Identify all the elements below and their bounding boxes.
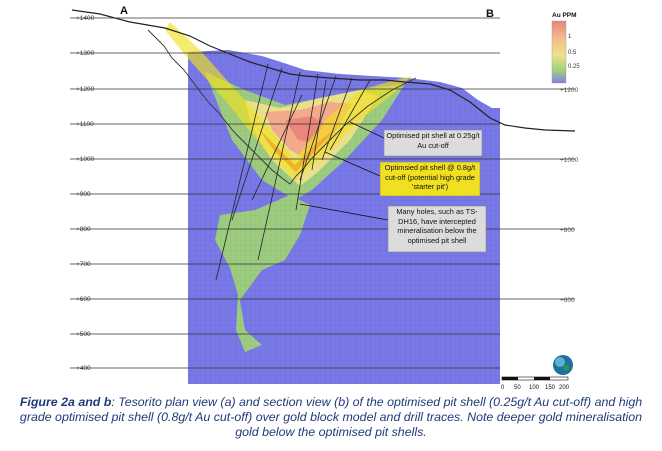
right-elevation-labels: +1200 +1000 +800 +600 [560, 87, 579, 304]
pit-shell-08 [258, 125, 340, 172]
mineralised-zone-lower [215, 195, 310, 352]
legend-tick: 0.5 [568, 50, 577, 56]
caption-text: : Tesorito plan view (a) and section vie… [19, 395, 643, 439]
callout-deep-holes: Many holes, such as TS-DH16, have interc… [299, 203, 487, 253]
elevation-label: +1000 [76, 156, 95, 163]
section-view-figure: +1400 +1300 +1200 +1100 +1000 +900 +800 … [68, 5, 580, 392]
elevation-label: +1200 [76, 86, 95, 93]
scale-bar: 0 50 100 150 200 [501, 376, 570, 391]
scale-tick: 150 [545, 385, 556, 391]
caption-prefix: Figure 2a and b [19, 395, 112, 409]
elevation-label: +900 [76, 191, 91, 198]
legend-tick: 0.25 [568, 64, 580, 70]
callout-text: Optimsied pit shell @ 0.8g/t cut-off (po… [384, 163, 476, 192]
elevation-label: +800 [560, 227, 575, 234]
compass-icon [553, 355, 573, 375]
section-label-a: A [120, 5, 128, 17]
elevation-label: +500 [76, 331, 91, 338]
legend-tick: 1 [568, 34, 572, 40]
legend-color-bar [551, 20, 567, 84]
figure-caption: Figure 2a and b: Tesorito plan view (a) … [10, 395, 652, 440]
section-label-b: B [486, 8, 494, 20]
left-elevation-labels: +1400 +1300 +1200 +1100 +1000 +900 +800 … [76, 15, 95, 372]
elevation-label: +600 [560, 297, 575, 304]
callout-pit-shell-08: Optimsied pit shell @ 0.8g/t cut-off (po… [324, 151, 481, 197]
legend-title: Au PPM [552, 12, 577, 19]
pit-outline-stepped [147, 29, 417, 185]
elevation-label: +1200 [560, 87, 579, 94]
scale-tick: 200 [559, 385, 570, 391]
elevation-label: +1400 [76, 15, 95, 22]
elevation-label: +800 [76, 226, 91, 233]
callout-text: Optimised pit shell at 0.25g/t Au cut-of… [386, 131, 480, 150]
elevation-label: +600 [76, 296, 91, 303]
scale-tick: 50 [514, 385, 521, 391]
topography-line [71, 9, 576, 132]
elevation-label: +1300 [76, 50, 95, 57]
callout-text: Many holes, such as TS-DH16, have interc… [396, 207, 478, 245]
pit-shell-025 [165, 22, 412, 180]
elevation-label: +1000 [560, 157, 579, 164]
callout-pit-shell-025: Optimised pit shell at 0.25g/t Au cut-of… [349, 121, 483, 157]
elevation-label: +400 [76, 365, 91, 372]
grade-legend: Au PPM 1 0.5 0.25 [551, 12, 580, 84]
elevation-label: +700 [76, 261, 91, 268]
elevation-label: +1100 [76, 121, 94, 128]
scale-tick: 0 [501, 385, 505, 391]
scale-tick: 100 [529, 385, 540, 391]
